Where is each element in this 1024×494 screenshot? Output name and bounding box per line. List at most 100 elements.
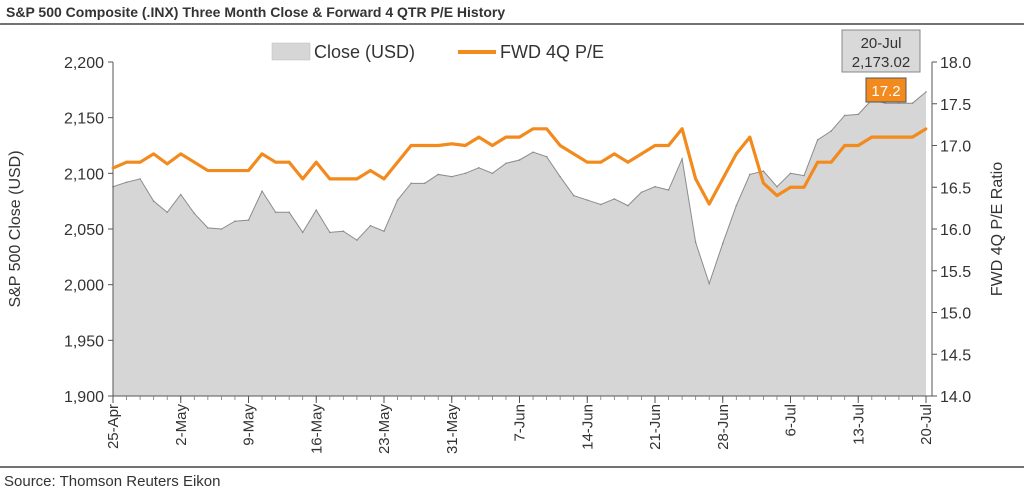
x-tick-label: 13-Jul [850,404,867,445]
pe-point [694,177,698,181]
close-point [735,204,738,207]
close-point [667,189,670,191]
y-right-tick-label: 14.5 [940,347,971,364]
close-point [396,199,399,201]
close-point [721,242,724,245]
pe-point [911,135,914,139]
close-point [559,175,561,178]
pe-point [531,127,535,131]
y-axis-left-title: S&P 500 Close (USD) [7,150,24,307]
close-point [925,91,927,93]
y-left-tick-label: 2,000 [64,278,104,295]
close-point [383,230,385,233]
pe-point [775,194,779,198]
x-tick-label: 25-Apr [105,404,122,449]
close-point [315,209,318,211]
close-point [518,159,521,161]
y-right-tick-label: 15.5 [940,264,971,281]
close-point [857,113,860,116]
pe-point [572,152,576,156]
pe-point [369,169,372,172]
x-tick-label: 6-Jul [783,404,800,437]
close-point [749,173,751,176]
pe-point [558,144,562,147]
pe-point [138,160,142,164]
legend-swatch-close [271,42,311,61]
pe-point [423,144,427,147]
close-point [478,166,480,169]
close-point [464,172,467,175]
pe-point [789,185,792,189]
close-area [113,92,926,396]
close-point [342,230,345,233]
close-point [816,139,819,141]
pe-point [883,135,887,139]
pe-point [870,135,874,139]
y-left-tick-label: 2,150 [64,111,104,128]
x-tick-label: 9-May [241,404,258,446]
pe-point [829,160,833,164]
pe-point [247,169,250,172]
x-tick-label: 7-Jun [512,404,529,442]
y-left-tick-label: 2,100 [64,166,104,183]
y-right-tick-label: 17.5 [940,97,971,114]
close-point [450,175,453,178]
close-point [505,162,507,165]
pe-point [599,160,603,164]
close-point [803,174,805,177]
pe-point [260,152,264,156]
close-point [356,239,358,241]
pe-point [504,135,508,139]
x-tick-label: 2-May [173,404,190,446]
x-tick-label: 31-May [444,404,461,455]
pe-point [748,135,752,139]
close-point [600,203,602,206]
close-point [572,194,575,197]
close-point [152,200,155,202]
close-point [613,198,616,200]
callout-close-value: 2,173.02 [852,54,910,71]
x-tick-label: 23-May [376,404,393,455]
close-point [654,185,656,188]
pe-point [152,152,156,156]
close-point [491,172,494,175]
pe-point [233,169,237,172]
close-point [437,173,440,176]
y-right-tick-label: 16.5 [940,180,971,197]
pe-point [626,160,630,164]
pe-point [856,144,860,147]
close-point [234,220,236,223]
pe-point [816,160,819,164]
pe-point [802,185,806,189]
close-point [843,114,846,117]
pe-point [206,169,210,172]
pe-point [734,152,738,156]
close-point [532,151,534,153]
close-point [627,204,629,207]
pe-point [409,144,413,147]
y-left-tick-label: 2,050 [64,222,104,239]
close-point [681,158,683,160]
close-point [884,102,887,104]
pe-point [491,144,494,147]
close-point [125,181,128,184]
y-right-tick-label: 18.0 [940,55,971,72]
pe-point [396,160,399,164]
pe-point [640,152,643,156]
pe-point [165,162,169,166]
pe-point [341,177,345,181]
pe-point [328,177,332,181]
pe-point [612,152,616,156]
close-point [640,191,643,194]
y-left-tick-label: 1,900 [64,389,104,406]
close-point [207,227,209,229]
close-point [139,178,141,180]
axes-group: 1,900 1,950 2,000 2,050 2,100 2,150 2,200 14.0 1… [64,55,971,454]
close-point [179,193,182,196]
close-point [423,182,426,185]
callout-pe-value: 17.2 [871,83,900,100]
close-point [301,231,304,234]
y-left-tick-label: 1,950 [64,333,104,350]
